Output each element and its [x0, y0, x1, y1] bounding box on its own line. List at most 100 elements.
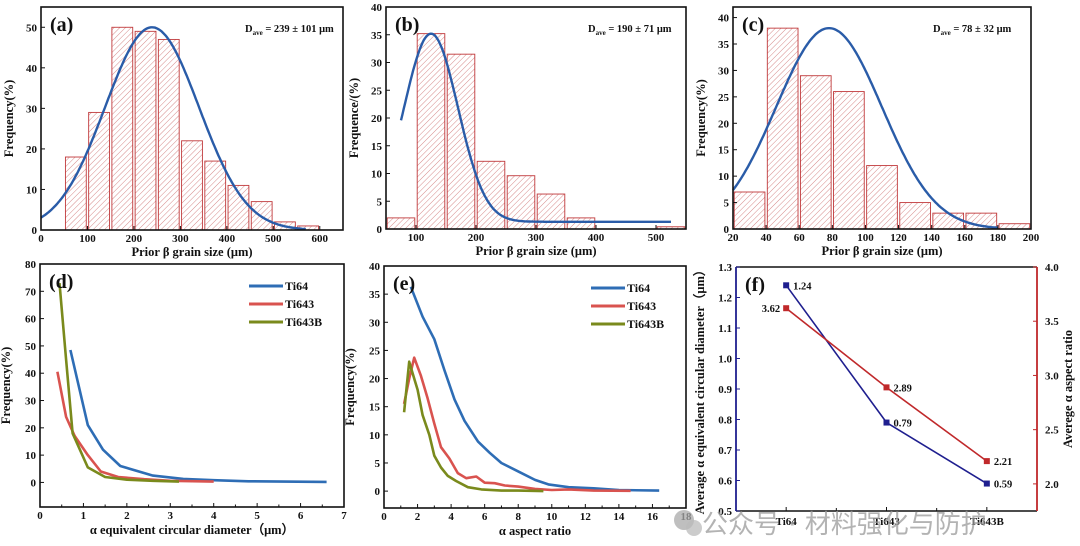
y-tick-label: 40 [25, 368, 37, 380]
y-tick-label: 0 [724, 224, 730, 236]
y2-tick-label: 4.0 [1045, 262, 1059, 274]
y-tick-label: 40 [718, 13, 730, 25]
panel-e: 0246810121416180510152025303540α aspect … [343, 261, 692, 538]
x-tick-label: 200 [126, 233, 143, 245]
wechat-icon [674, 510, 702, 536]
x-tick-label: 300 [528, 232, 545, 244]
histogram-bar [416, 33, 446, 230]
panel-b: 100 200 300 400 500 0 5 10 15 20 25 30 35 40 Prior β g… [347, 2, 687, 258]
y2-tick-label: 3.5 [1045, 316, 1059, 328]
histogram-bar [64, 156, 87, 231]
data-label: 2.89 [894, 383, 912, 394]
y-tick-label: 30 [718, 65, 730, 77]
x-axis-label: α equivalent circular diameter（μm） [90, 522, 294, 537]
series-line-ti64 [409, 286, 660, 492]
x-tick-label: 2 [415, 511, 421, 523]
x-tick-label: 10 [546, 511, 558, 523]
x-tick-label: 160 [957, 232, 974, 244]
y2-axis-label: Averege α aspect ratio [1061, 330, 1075, 448]
y-tick-label: 35 [369, 289, 381, 301]
panel-label: (e) [393, 273, 415, 295]
series-line-ti643b [402, 360, 544, 493]
x-axis-label: α aspect ratio [499, 524, 571, 538]
y-tick-label: 70 [25, 286, 37, 298]
x-tick-label: 1 [81, 510, 87, 522]
x-tick-label: 40 [761, 232, 773, 244]
histogram-bar [181, 140, 203, 231]
y-tick-label: 0.6 [718, 476, 732, 488]
x-tick-label: 2 [124, 510, 130, 522]
histogram-bar [157, 38, 180, 231]
x-tick-label: 100 [408, 232, 425, 244]
legend-label-ti643: Ti643 [285, 297, 314, 311]
y-tick-label: 20 [371, 113, 383, 125]
histogram-bar [476, 160, 506, 230]
series-line-ti643 [402, 356, 631, 493]
y-tick-label: 1.3 [718, 262, 732, 274]
y-tick-label: 0.9 [718, 384, 732, 396]
panel-c: 20 40 60 80 100 120 140 160 180 200 0 5 10 15 20 25 30 35… [694, 6, 1040, 258]
data-point-marker [983, 480, 990, 487]
histogram-bar [204, 160, 227, 231]
x-axis-label: Prior β grain size (μm) [131, 245, 252, 259]
legend-label-ti64: Ti64 [627, 281, 650, 295]
x-tick-label: 0 [381, 511, 387, 523]
y-tick-label: 5 [724, 198, 730, 210]
y-tick-label: 25 [369, 345, 381, 357]
histogram-bar [766, 27, 799, 230]
data-label: 3.62 [762, 304, 780, 315]
y-tick-label: 0 [375, 486, 381, 498]
y-tick-label: 15 [371, 141, 383, 153]
y-tick-label: 10 [25, 450, 37, 462]
data-point-marker [783, 282, 790, 289]
x-tick-label: 16 [647, 511, 659, 523]
data-point-marker [883, 419, 890, 426]
y-tick-label: 0 [377, 224, 383, 236]
y-tick-label: 30 [25, 396, 37, 408]
watermark-text: 公众号 · 材料强化与防护 [702, 510, 987, 540]
x-tick-label: 6 [298, 510, 304, 522]
data-point-marker [883, 384, 890, 391]
panel-f: 0.5 0.6 0.7 0.8 0.9 1.0 1.1 1.2 1.3 2.0 2.5 3.0 3.5 4… [692, 262, 1075, 528]
data-label: 0.79 [894, 419, 912, 430]
x-tick-label: 100 [857, 232, 874, 244]
data-label: 2.21 [994, 457, 1012, 468]
panel-label: (f) [745, 274, 765, 296]
y-tick-label: 40 [26, 63, 38, 75]
y-tick-label: 30 [369, 317, 381, 329]
x-axis-label: Prior β grain size (μm) [475, 244, 596, 258]
x-tick-label: 120 [890, 232, 907, 244]
series-line-ti64 [69, 349, 327, 484]
histogram-bar [932, 212, 965, 230]
data-label: 0.59 [994, 480, 1012, 491]
y-tick-label: 1.0 [718, 354, 732, 366]
y-axis-label: Frequency(%) [0, 347, 13, 425]
plot-frame [732, 6, 1032, 230]
y-tick-label: 1.2 [718, 293, 732, 305]
x-tick-label: 14 [613, 511, 625, 523]
panel-label: (b) [395, 14, 419, 36]
fit-curve [732, 27, 999, 229]
y-tick-label: 0 [31, 477, 37, 489]
x-tick-label: 12 [580, 511, 592, 523]
x-tick-label: 5 [254, 510, 260, 522]
y-tick-label: 5 [375, 458, 381, 470]
y-tick-label: 15 [718, 145, 730, 157]
y-tick-label: 5 [377, 196, 383, 208]
histogram-bar [134, 30, 157, 231]
y-tick-label: 20 [369, 374, 381, 386]
mean-size-annotation: Dave = 190 ± 71 μm [588, 24, 672, 37]
y-axis-label: Average α equivalent circular diameter（μ… [692, 264, 707, 515]
panel-label: (d) [49, 271, 73, 293]
y-axis-label: Frequency(%) [343, 348, 357, 426]
x-tick-label: Ti64 [776, 516, 798, 528]
y-axis-label: Frequency(%) [694, 79, 708, 157]
y-tick-label: 0.8 [718, 415, 732, 427]
plot-frame [40, 6, 344, 231]
y-tick-label: 20 [718, 118, 730, 130]
x-axis-label: Prior β grain size (μm) [821, 244, 942, 258]
y-tick-label: 0 [32, 225, 38, 237]
x-tick-label: 180 [990, 232, 1007, 244]
